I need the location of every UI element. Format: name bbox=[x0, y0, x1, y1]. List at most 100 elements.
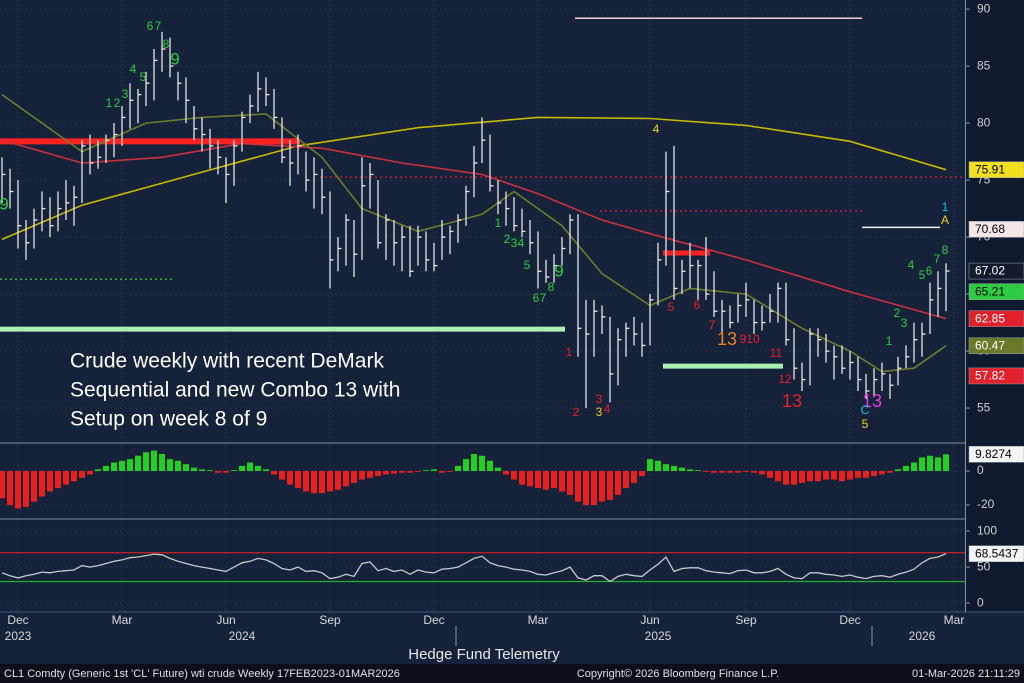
histogram-bar bbox=[767, 471, 773, 478]
demark-count: 3 bbox=[901, 316, 908, 330]
histogram-bar bbox=[455, 465, 461, 472]
moving-average bbox=[1, 116, 947, 241]
value-tag bbox=[968, 367, 1024, 385]
histogram-bar bbox=[911, 462, 917, 472]
value-tag bbox=[968, 337, 1024, 354]
histogram-bar bbox=[319, 471, 325, 494]
value-tag-label: 75.91 bbox=[975, 162, 1005, 176]
demark-count: A bbox=[941, 213, 949, 227]
histogram-bar bbox=[671, 465, 677, 472]
histogram-bar bbox=[119, 460, 125, 472]
histogram-bar bbox=[519, 471, 525, 485]
histogram-bar bbox=[407, 471, 413, 473]
histogram-bar bbox=[735, 471, 741, 473]
histogram-bar bbox=[15, 471, 21, 509]
value-tag-label: 57.82 bbox=[975, 369, 1005, 383]
histogram-bar bbox=[855, 471, 861, 478]
demark-count: 11 bbox=[770, 346, 783, 360]
demark-count: C bbox=[861, 403, 870, 417]
x-year-label: 2026 bbox=[909, 629, 936, 643]
histogram-bar bbox=[903, 465, 909, 472]
demark-count: 5 bbox=[524, 258, 531, 272]
histogram-bar bbox=[399, 471, 405, 473]
histogram-bar bbox=[943, 454, 949, 472]
demark-count: 9 bbox=[554, 261, 563, 280]
histogram-bar bbox=[559, 471, 565, 492]
histogram-bar bbox=[175, 460, 181, 472]
histogram-bar bbox=[727, 471, 733, 473]
histogram-bar bbox=[23, 471, 29, 507]
value-tag bbox=[968, 310, 1024, 327]
histogram-bar bbox=[799, 471, 805, 483]
x-tick-label: Dec bbox=[423, 613, 444, 627]
histogram-bar bbox=[295, 471, 301, 489]
x-tick-label: Mar bbox=[112, 613, 133, 627]
footer-bar bbox=[0, 664, 1024, 683]
histogram-bar bbox=[743, 471, 749, 472]
demark-count: 4 bbox=[653, 122, 660, 136]
x-tick-label: Jun bbox=[216, 613, 235, 627]
histogram-bar bbox=[327, 471, 333, 492]
histogram-bar bbox=[199, 469, 205, 472]
y-tick-label: 85 bbox=[977, 58, 991, 72]
histogram-bar bbox=[127, 459, 133, 472]
histogram-bar bbox=[775, 471, 781, 482]
x-year-label: 2023 bbox=[5, 629, 32, 643]
histogram-bar bbox=[863, 471, 869, 478]
histogram-bar bbox=[623, 471, 629, 489]
histogram-bar bbox=[287, 471, 293, 485]
histogram-bar bbox=[631, 471, 637, 483]
histogram-bar bbox=[591, 471, 597, 506]
histogram-bar bbox=[343, 471, 349, 487]
histogram-bar bbox=[887, 471, 893, 473]
demark-count: 4 bbox=[908, 258, 915, 272]
histogram-bar bbox=[359, 471, 365, 480]
histogram-bar bbox=[191, 467, 197, 472]
histogram-bar bbox=[311, 471, 317, 494]
x-tick-label: Mar bbox=[944, 613, 965, 627]
histogram-bar bbox=[303, 471, 309, 492]
value-tag-label: 60.47 bbox=[975, 338, 1005, 352]
histogram-bar bbox=[167, 459, 173, 472]
note-line: Setup on week 8 of 9 bbox=[70, 408, 267, 431]
histogram-bar bbox=[415, 471, 421, 472]
histogram-bar bbox=[255, 465, 261, 472]
histogram-bar bbox=[159, 454, 165, 472]
histogram-bar bbox=[935, 457, 941, 472]
x-year-label: 2025 bbox=[645, 629, 672, 643]
demark-count: 9 bbox=[170, 49, 179, 68]
demark-count: 8 bbox=[548, 280, 555, 294]
demark-count: 2 bbox=[894, 306, 901, 320]
histogram-bar bbox=[479, 455, 485, 472]
x-tick-label: Sep bbox=[319, 613, 341, 627]
footer-left: CL1 Comdty (Generic 1st 'CL' Future) wti… bbox=[4, 668, 400, 680]
x-tick-label: Jun bbox=[640, 613, 659, 627]
histogram-bar bbox=[759, 471, 765, 475]
axis-area bbox=[965, 0, 1024, 612]
histogram-bar bbox=[79, 471, 85, 478]
histogram-bar bbox=[567, 471, 573, 495]
demark-count: 3 bbox=[511, 236, 518, 250]
demark-count: 5 bbox=[862, 417, 869, 431]
demark-count: 2 bbox=[573, 405, 580, 419]
histogram-bar bbox=[695, 470, 701, 472]
y-tick-label: 90 bbox=[977, 1, 991, 15]
histogram-bar bbox=[351, 471, 357, 483]
histogram-bar bbox=[263, 469, 269, 472]
demark-count: 13 bbox=[717, 329, 737, 349]
value-tag-label: 67.02 bbox=[975, 264, 1005, 278]
demark-count: 6 bbox=[694, 298, 701, 312]
histogram-bar bbox=[639, 471, 645, 477]
histogram-bar bbox=[527, 471, 533, 487]
histogram-bar bbox=[47, 471, 53, 492]
value-tag bbox=[968, 262, 1024, 280]
histogram-bar bbox=[823, 471, 829, 480]
histogram-bar bbox=[31, 471, 37, 502]
demark-count: 4 bbox=[518, 236, 525, 250]
histogram-bar bbox=[831, 471, 837, 480]
histogram-bar bbox=[87, 471, 93, 475]
demark-count: 7 bbox=[155, 19, 162, 33]
histogram-bar bbox=[687, 469, 693, 472]
demark-count: 4 bbox=[130, 62, 137, 76]
